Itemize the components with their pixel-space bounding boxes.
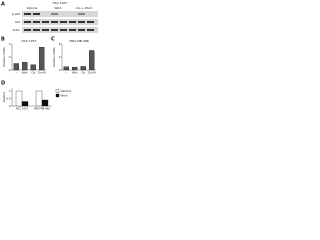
y-axis-label: Relative mRNA — [2, 47, 6, 67]
y-axis-label: Relative — [2, 91, 6, 102]
group-label: Vehicle — [27, 6, 38, 10]
group-label: Cis + Wort — [76, 6, 93, 10]
legend-swatch — [55, 89, 60, 93]
bar — [13, 63, 19, 71]
bar — [41, 99, 49, 107]
y-tick-label: 0 — [9, 104, 11, 108]
bar — [63, 66, 69, 71]
group-label: Wort — [54, 6, 62, 10]
y-tick-label: 0 — [59, 68, 61, 72]
y-tick-label: 4 — [59, 55, 61, 59]
legend-label: Vehicle — [61, 89, 72, 93]
bar — [80, 66, 86, 71]
x-tick-label: Cis+W — [38, 72, 47, 75]
bar — [89, 50, 95, 71]
legend-label: Wort — [61, 94, 69, 98]
bar — [30, 64, 36, 71]
x-tick-label: Wort — [72, 72, 78, 75]
bar — [35, 90, 43, 107]
x-tick-label: HCC 1937 — [16, 108, 28, 111]
bar — [22, 62, 28, 71]
x-tick-label: Cis+W — [88, 72, 97, 75]
legend-swatch — [55, 93, 60, 98]
y-tick-label: 2 — [9, 55, 11, 59]
row-label: Actin — [12, 28, 20, 32]
x-tick-label: Wort — [22, 72, 28, 75]
x-tick-label: Cis — [81, 72, 85, 75]
x-tick-label: MDA-MB-468 — [34, 108, 50, 111]
panel-label: B — [1, 37, 5, 43]
y-tick-label: 4 — [9, 42, 11, 46]
bar — [15, 90, 23, 107]
blot-bands — [24, 13, 94, 31]
y-tick-label: 8 — [59, 42, 61, 46]
x-tick-label: Cis — [31, 72, 35, 75]
x-tick-label: − — [15, 72, 17, 75]
panel-label: C — [51, 37, 55, 43]
panel-label: A — [1, 2, 5, 8]
row-label: Akt — [15, 20, 21, 24]
y-tick-label: 0 — [9, 68, 11, 72]
row-label: p-Akt — [12, 12, 21, 16]
y-tick-label: 0.5 — [6, 97, 10, 101]
y-axis-label: Relative mRNA — [52, 47, 56, 67]
figure: A HCC 1937 Vehicle Wort Cis + Wort p-Akt… — [1, 1, 98, 111]
y-tick-label: 1 — [9, 89, 11, 93]
chart-title: HCC 1937 — [21, 39, 36, 43]
panel-label: D — [1, 81, 5, 87]
chart-title: MDA-MB-468 — [69, 39, 88, 43]
bar — [21, 101, 29, 107]
page: A HCC 1937 Vehicle Wort Cis + Wort p-Akt… — [0, 0, 100, 115]
bar — [72, 66, 78, 71]
panel-title: HCC 1937 — [52, 1, 67, 5]
bar — [39, 47, 45, 71]
x-tick-label: − — [65, 72, 67, 75]
